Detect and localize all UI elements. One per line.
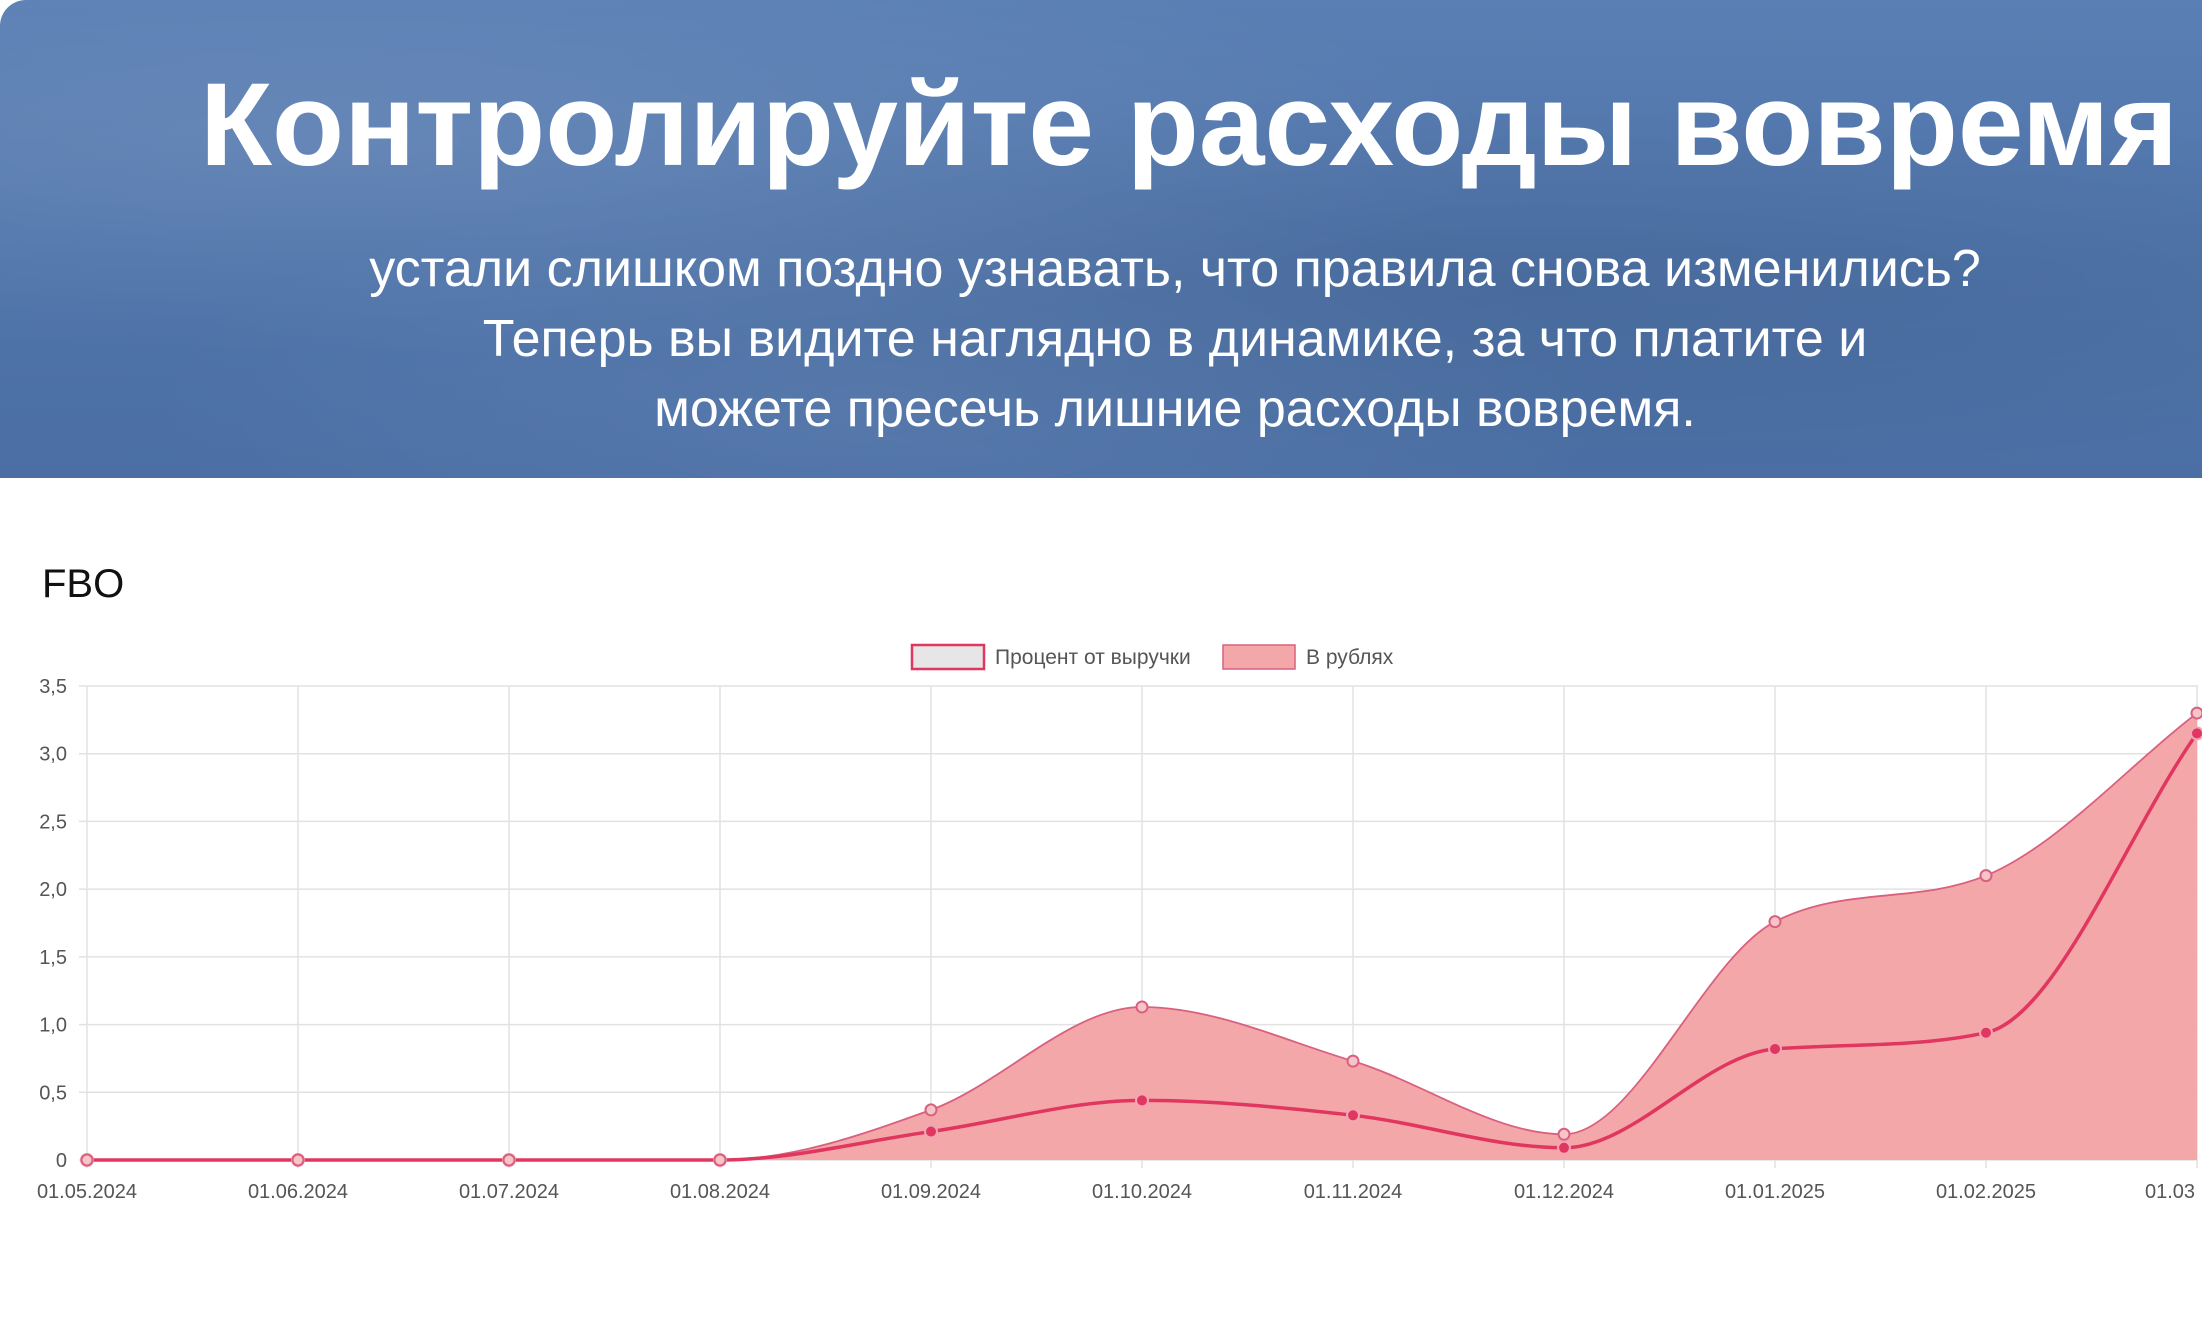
promo-banner	[0, 0, 2202, 478]
point-rubles	[713, 1153, 727, 1167]
x-tick-label: 01.06.2024	[248, 1181, 348, 1203]
legend-swatch-rubles	[1222, 644, 1296, 670]
x-tick-label: 01.11.2024	[1304, 1181, 1403, 1203]
point-rubles	[1557, 1127, 1571, 1141]
banner-subtext: устали слишком поздно узнавать, что прав…	[180, 234, 2170, 444]
point-rubles	[1979, 869, 1993, 883]
point-percent	[924, 1124, 938, 1139]
x-tick-label: 01.10.2024	[1092, 1181, 1192, 1203]
y-tick-label: 0,5	[39, 1082, 67, 1104]
series-area-rubles	[87, 713, 2197, 1160]
banner-headline: Контролируйте расходы вовремя	[200, 59, 2179, 191]
banner-subtext-line-1: устали слишком поздно узнавать, что прав…	[369, 240, 1981, 298]
legend-item-rubles: В рублях	[1222, 644, 1394, 670]
banner-subtext-line-3: можете пресечь лишние расходы вовремя.	[654, 380, 1696, 438]
x-tick-label: 01.07.2024	[459, 1181, 559, 1203]
y-tick-label: 2,0	[39, 879, 67, 901]
point-percent	[1346, 1108, 1360, 1123]
point-rubles	[1135, 1000, 1149, 1014]
legend-item-percent: Процент от выручки	[910, 643, 1191, 671]
point-percent	[1135, 1093, 1149, 1108]
legend-label: Процент от выручки	[995, 646, 1191, 669]
point-rubles	[291, 1153, 305, 1167]
y-tick-label: 3,0	[39, 744, 67, 766]
point-percent	[2190, 726, 2202, 741]
point-percent	[1768, 1041, 1782, 1056]
x-tick-label: 01.08.2024	[670, 1181, 770, 1203]
point-rubles	[1346, 1054, 1360, 1068]
y-tick-label: 1,0	[39, 1015, 67, 1037]
chart-title: FBO	[42, 562, 125, 606]
point-rubles	[2190, 706, 2202, 720]
y-tick-label: 3,5	[39, 676, 67, 698]
y-tick-label: 2,5	[39, 811, 67, 833]
banner-subtext-line-2: Теперь вы видите наглядно в динамике, за…	[482, 310, 1868, 368]
x-tick-label: 01.05.2024	[37, 1181, 137, 1203]
point-rubles	[1768, 915, 1782, 929]
x-tick-label: 01.02.2025	[1936, 1181, 2036, 1203]
point-rubles	[80, 1153, 94, 1167]
y-tick-label: 1,5	[39, 947, 67, 969]
x-tick-label: 01.09.2024	[881, 1181, 981, 1203]
point-percent	[1557, 1140, 1571, 1155]
point-percent	[1979, 1025, 1993, 1040]
series-line-percent	[87, 732, 2199, 1162]
point-rubles	[502, 1153, 516, 1167]
y-tick-label: 0	[56, 1150, 67, 1172]
x-tick-label: 01.12.2024	[1514, 1181, 1614, 1203]
x-tick-label: 01.01.2025	[1725, 1181, 1825, 1203]
x-tick-label: 01.03	[2145, 1181, 2195, 1203]
legend-label: В рублях	[1306, 646, 1394, 669]
legend-swatch-percent	[910, 643, 986, 671]
point-rubles	[924, 1103, 938, 1117]
